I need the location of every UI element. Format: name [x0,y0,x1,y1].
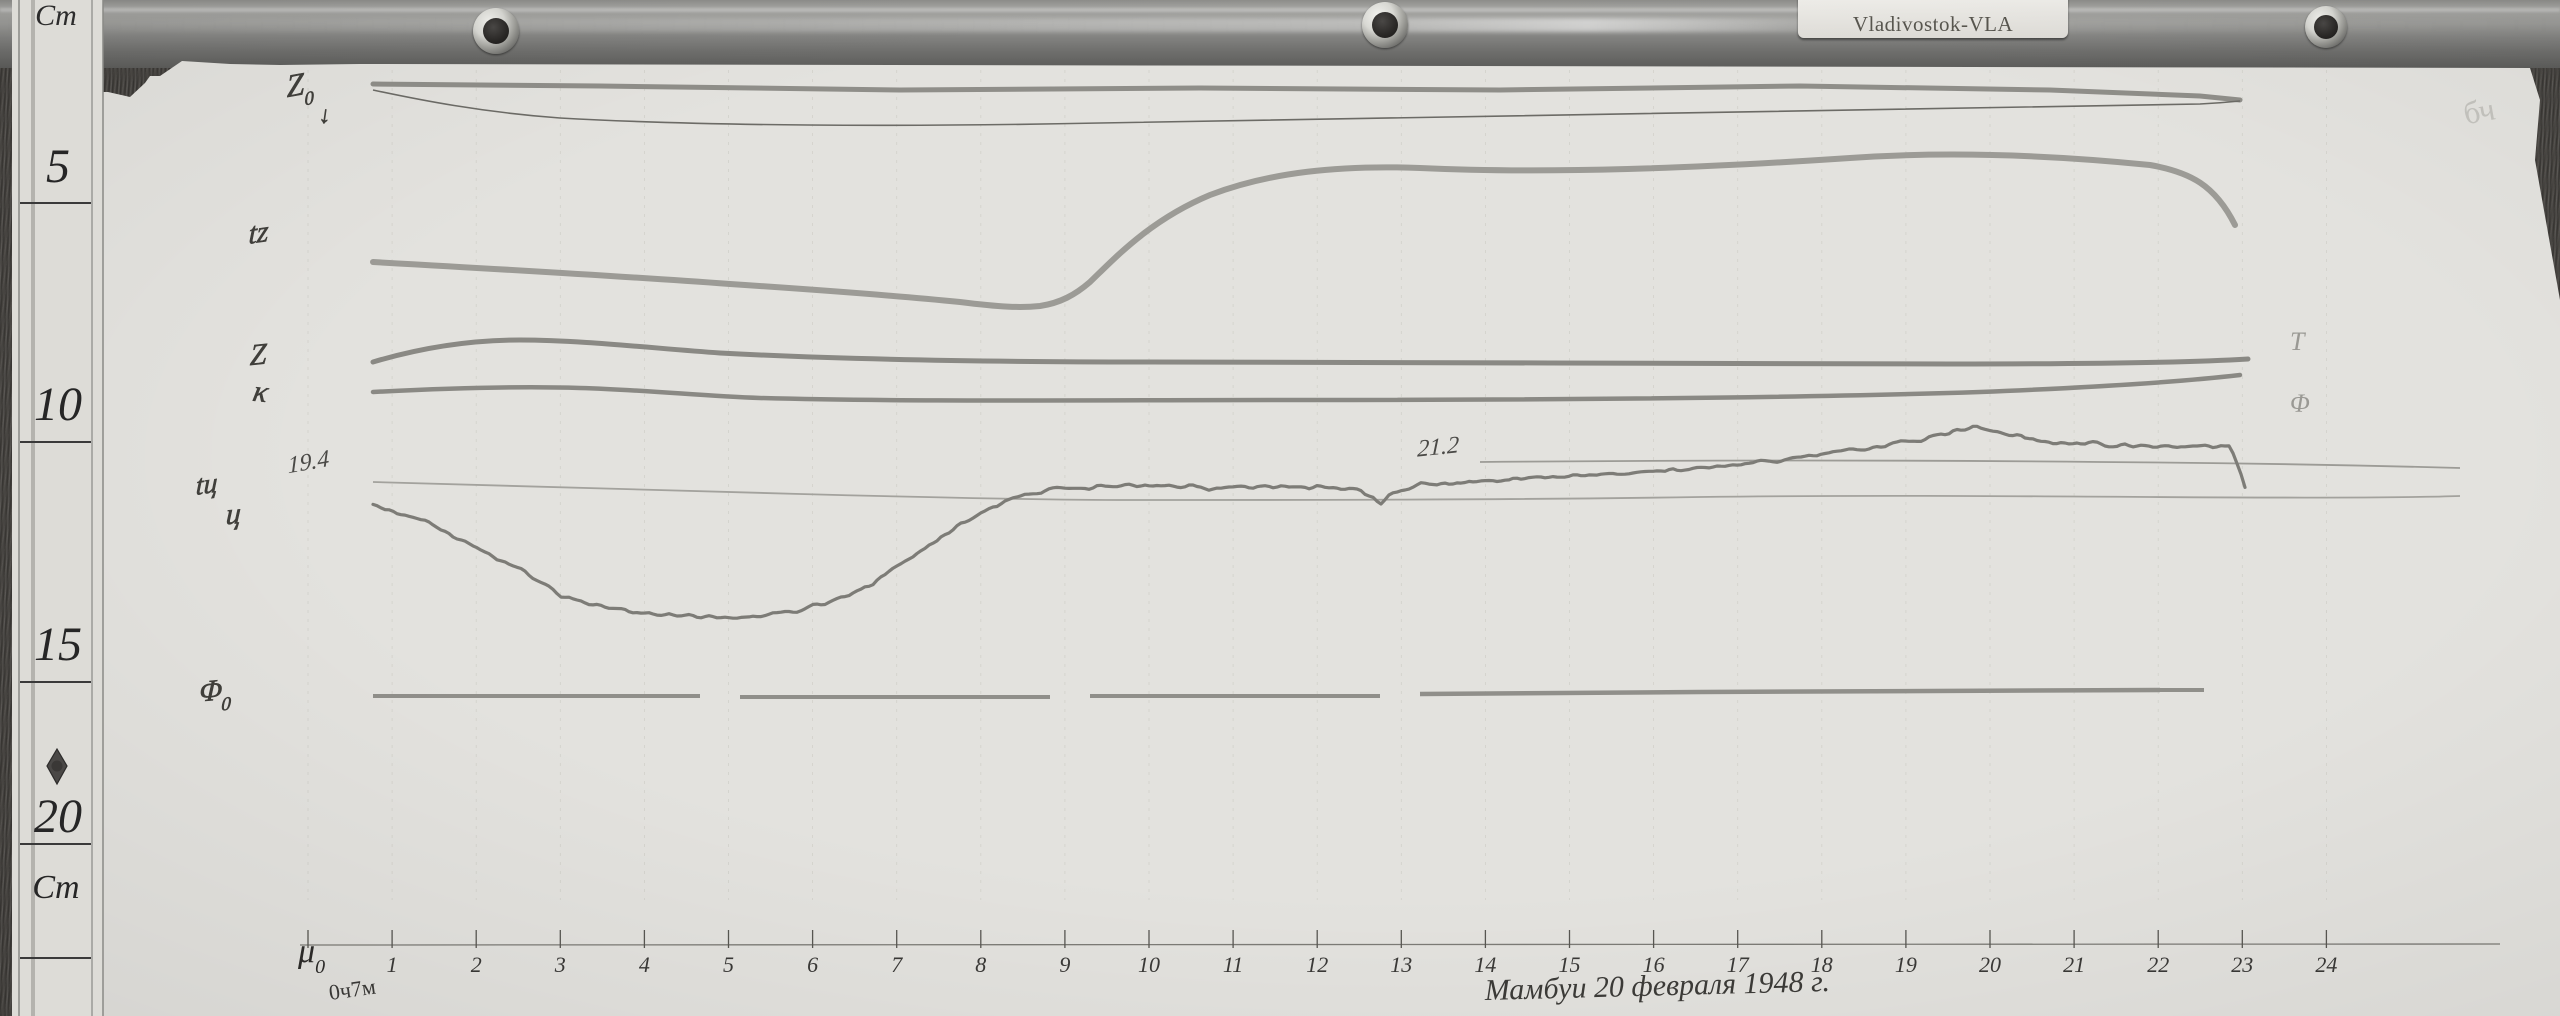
svg-text:4: 4 [639,952,650,977]
svg-text:7: 7 [891,952,903,977]
svg-text:Φ: Φ [2290,389,2310,418]
svg-text:Φ0: Φ0 [198,672,233,718]
svg-text:20: 20 [1979,952,2001,977]
svg-text:6: 6 [807,952,818,977]
svg-text:10: 10 [34,378,82,431]
svg-text:9: 9 [1059,952,1070,977]
svg-text:tz: tz [248,214,269,251]
svg-text:12: 12 [1306,952,1328,977]
svg-text:20: 20 [34,790,82,843]
svg-text:15: 15 [34,618,82,671]
svg-text:↓: ↓ [317,102,333,129]
svg-text:0ч7м: 0ч7м [327,974,377,1005]
svg-text:Z0: Z0 [286,63,315,113]
svg-text:1: 1 [387,952,398,977]
svg-text:13: 13 [1390,952,1412,977]
svg-text:21.2: 21.2 [1417,432,1460,463]
svg-text:11: 11 [1223,952,1243,977]
svg-text:5: 5 [46,140,70,193]
svg-text:21: 21 [2063,952,2085,977]
svg-text:24: 24 [2315,952,2337,977]
svg-text:2: 2 [471,952,482,977]
svg-text:Cm: Cm [35,0,77,32]
svg-text:T: T [2290,327,2306,356]
svg-text:бч: бч [2457,91,2500,130]
svg-text:19: 19 [1895,952,1917,977]
svg-text:3: 3 [554,952,566,977]
svg-text:5: 5 [723,952,734,977]
svg-text:Cm: Cm [32,869,79,906]
svg-text:19.4: 19.4 [287,446,329,479]
svg-text:ц: ц [225,496,242,531]
svg-text:μ0: μ0 [297,933,325,978]
svg-text:22: 22 [2147,952,2169,977]
svg-text:Z: Z [249,336,267,372]
svg-text:8: 8 [975,952,986,977]
svg-text:Мамбуи 20 февраля 1948 г.: Мамбуи 20 февраля 1948 г. [1483,965,1830,1007]
svg-text:κ: κ [250,374,272,409]
svg-text:23: 23 [2231,952,2253,977]
svg-text:tц: tц [195,468,218,502]
svg-text:10: 10 [1138,952,1160,977]
